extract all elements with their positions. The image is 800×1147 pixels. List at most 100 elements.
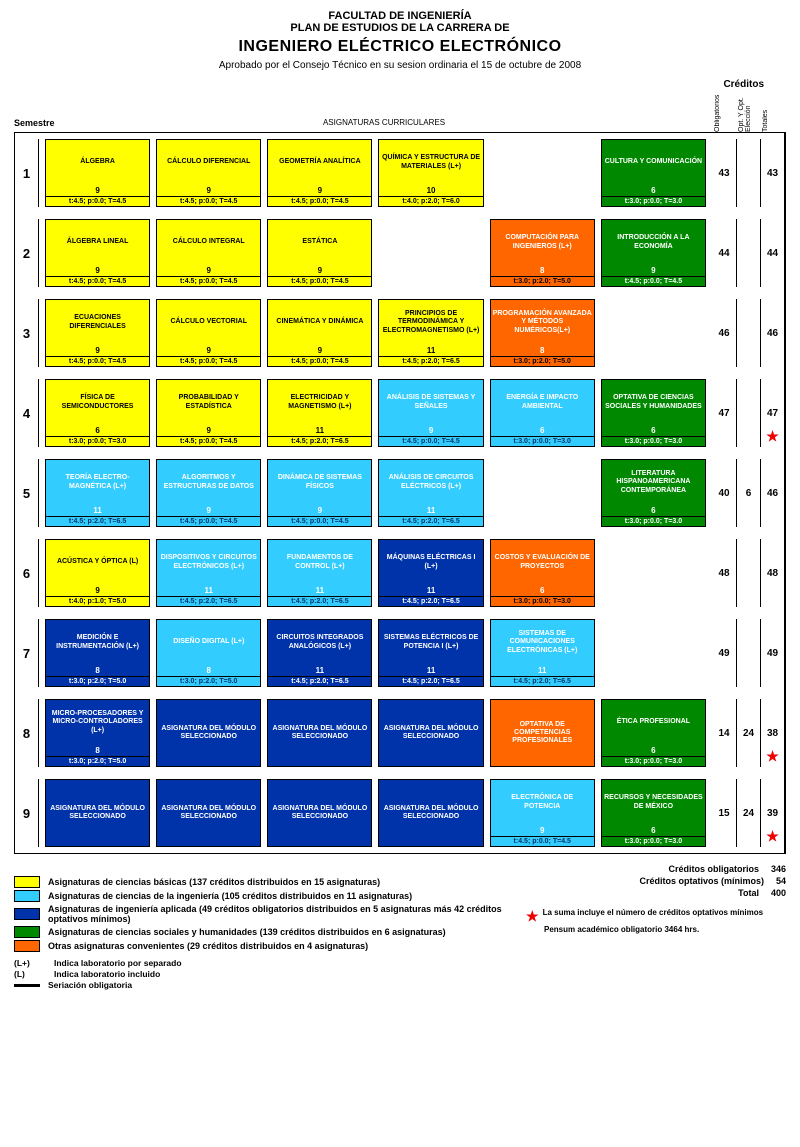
- star-icon: ★: [526, 908, 539, 925]
- course-name: ESTÁTICA: [268, 220, 371, 265]
- course-name: MEDICIÓN E INSTRUMENTACIÓN (L+): [46, 620, 149, 665]
- course-tpt: t:4.5; p:0.0; T=4.5: [268, 516, 371, 526]
- course-tpt: t:3.0; p:2.0; T=5.0: [157, 676, 260, 686]
- legend-swatch: [14, 876, 40, 888]
- course-tpt: t:4.5; p:2.0; T=6.5: [379, 596, 482, 606]
- legend-text: Otras asignaturas convenientes (29 crédi…: [48, 941, 526, 951]
- course-credits: 9: [268, 505, 371, 516]
- course-tpt: t:4.5; p:2.0; T=6.5: [379, 356, 482, 366]
- course-box: INTRODUCCIÓN A LA ECONOMÍA9t:4.5; p:0.0;…: [601, 219, 706, 287]
- course-tpt: t:4.5; p:0.0; T=4.5: [157, 276, 260, 286]
- course-name: CÁLCULO DIFERENCIAL: [157, 140, 260, 185]
- asignaturas-header: ASIGNATURAS CURRICULARES: [54, 94, 714, 132]
- course-credits: 11: [268, 665, 371, 676]
- legend-swatch: [14, 908, 40, 920]
- credit-obl: 46: [712, 299, 736, 367]
- course-name: MÁQUINAS ELÉCTRICAS I (L+): [379, 540, 482, 585]
- course-box: COSTOS Y EVALUACIÓN DE PROYECTOS6t:3.0; …: [490, 539, 595, 607]
- course-box: [601, 619, 706, 687]
- course-credits: 9: [268, 345, 371, 356]
- course-name: CULTURA Y COMUNICACIÓN: [602, 140, 705, 185]
- credit-obl: 48: [712, 539, 736, 607]
- course-box: DISEÑO DIGITAL (L+)8t:3.0; p:2.0; T=5.0: [156, 619, 261, 687]
- credit-tot: 46: [760, 459, 784, 527]
- course-credits: 11: [491, 665, 594, 676]
- course-credits: 9: [157, 505, 260, 516]
- course-name: ÁLGEBRA: [46, 140, 149, 185]
- col-optativos: Opt. Y Opt. Elección: [738, 94, 762, 132]
- course-box: MICRO-PROCESADORES Y MICRO-CONTROLADORES…: [45, 699, 150, 767]
- course-box: GEOMETRÍA ANALÍTICA9t:4.5; p:0.0; T=4.5: [267, 139, 372, 207]
- legend-row: Asignaturas de ciencias de la ingeniería…: [14, 890, 526, 902]
- course-box: CIRCUITOS INTEGRADOS ANALÓGICOS (L+)11t:…: [267, 619, 372, 687]
- course-box: CÁLCULO INTEGRAL9t:4.5; p:0.0; T=4.5: [156, 219, 261, 287]
- course-name: ECUACIONES DIFERENCIALES: [46, 300, 149, 345]
- semester-row: 5TEORÍA ELECTRO-MAGNÉTICA (L+)11t:4.5; p…: [15, 453, 784, 533]
- course-cells: ASIGNATURA DEL MÓDULO SELECCIONADOASIGNA…: [39, 779, 712, 847]
- course-box: CÁLCULO VECTORIAL9t:4.5; p:0.0; T=4.5: [156, 299, 261, 367]
- credit-opt: [736, 619, 760, 687]
- course-cells: ÁLGEBRA LINEAL9t:4.5; p:0.0; T=4.5CÁLCUL…: [39, 219, 712, 287]
- credit-line: 152439★: [712, 779, 784, 847]
- course-credits: 11: [379, 585, 482, 596]
- l-label: (L): [14, 969, 54, 979]
- course-box: ÁLGEBRA LINEAL9t:4.5; p:0.0; T=4.5: [45, 219, 150, 287]
- course-box: ÁLGEBRA9t:4.5; p:0.0; T=4.5: [45, 139, 150, 207]
- course-tpt: t:4.5; p:0.0; T=4.5: [46, 276, 149, 286]
- course-tpt: t:3.0; p:0.0; T=3.0: [602, 436, 705, 446]
- course-box: [601, 299, 706, 367]
- course-credits: 6: [602, 745, 705, 756]
- course-name: COMPUTACIÓN PARA INGENIEROS (L+): [491, 220, 594, 265]
- course-tpt: t:3.0; p:2.0; T=5.0: [491, 276, 594, 286]
- course-box: ELECTRÓNICA DE POTENCIA9t:4.5; p:0.0; T=…: [490, 779, 595, 847]
- credit-tot: 43: [760, 139, 784, 207]
- col-totales: Totales: [762, 94, 786, 132]
- course-tpt: t:4.5; p:2.0; T=6.5: [268, 436, 371, 446]
- course-name: ASIGNATURA DEL MÓDULO SELECCIONADO: [46, 780, 149, 846]
- tot-obl-value: 346: [771, 864, 786, 874]
- semester-row: 1ÁLGEBRA9t:4.5; p:0.0; T=4.5CÁLCULO DIFE…: [15, 133, 784, 213]
- course-credits: 11: [46, 505, 149, 516]
- course-name: DINÁMICA DE SISTEMAS FÍSICOS: [268, 460, 371, 505]
- course-credits: 8: [46, 665, 149, 676]
- credit-tot: 44: [760, 219, 784, 287]
- course-box: PROBABILIDAD Y ESTADÍSTICA9t:4.5; p:0.0;…: [156, 379, 261, 447]
- course-name: OPTATIVA DE CIENCIAS SOCIALES Y HUMANIDA…: [602, 380, 705, 425]
- credit-opt: 24: [736, 699, 760, 767]
- course-box: ÉTICA PROFESIONAL6t:3.0; p:0.0; T=3.0: [601, 699, 706, 767]
- credit-line: 4848: [712, 539, 784, 607]
- legend-text: Asignaturas de ciencias sociales y human…: [48, 927, 526, 937]
- lplus-text: Indica laboratorio por separado: [54, 958, 182, 968]
- course-credits: 8: [491, 265, 594, 276]
- course-tpt: t:4.0; p:2.0; T=6.0: [379, 196, 482, 206]
- course-tpt: t:4.5; p:0.0; T=4.5: [602, 276, 705, 286]
- course-name: RECURSOS Y NECESIDADES DE MÉXICO: [602, 780, 705, 825]
- course-name: ASIGNATURA DEL MÓDULO SELECCIONADO: [379, 700, 482, 766]
- course-box: MEDICIÓN E INSTRUMENTACIÓN (L+)8t:3.0; p…: [45, 619, 150, 687]
- course-tpt: t:4.0; p:1.0; T=5.0: [46, 596, 149, 606]
- course-credits: 9: [46, 345, 149, 356]
- course-tpt: t:3.0; p:0.0; T=3.0: [491, 596, 594, 606]
- course-name: CINEMÁTICA Y DINÁMICA: [268, 300, 371, 345]
- course-name: FUNDAMENTOS DE CONTROL (L+): [268, 540, 371, 585]
- tot-opt-value: 54: [776, 876, 786, 886]
- course-name: TEORÍA ELECTRO-MAGNÉTICA (L+): [46, 460, 149, 505]
- credit-opt: [736, 299, 760, 367]
- credit-line: 142438★: [712, 699, 784, 767]
- course-cells: ECUACIONES DIFERENCIALES9t:4.5; p:0.0; T…: [39, 299, 712, 367]
- course-credits: 8: [491, 345, 594, 356]
- course-name: CÁLCULO INTEGRAL: [157, 220, 260, 265]
- course-cells: MEDICIÓN E INSTRUMENTACIÓN (L+)8 t:3.0; p…: [39, 619, 712, 687]
- semester-row: 4FÍSICA DE SEMICONDUCTORES6t:3.0; p:0.0;…: [15, 373, 784, 453]
- pensum-note: Pensum académico obligatorio 3464 hrs.: [544, 925, 786, 934]
- course-name: ELECTRÓNICA DE POTENCIA: [491, 780, 594, 825]
- course-cells: MICRO-PROCESADORES Y MICRO-CONTROLADORES…: [39, 699, 712, 767]
- credit-line: 4444: [712, 219, 784, 287]
- course-box: MÁQUINAS ELÉCTRICAS I (L+)11t:4.5; p:2.0…: [378, 539, 483, 607]
- course-box: [490, 139, 595, 207]
- course-tpt: t:4.5; p:2.0; T=6.5: [491, 676, 594, 686]
- course-name: ANÁLISIS DE SISTEMAS Y SEÑALES: [379, 380, 482, 425]
- tot-opt-label: Créditos optativos (mínimos): [639, 876, 764, 886]
- course-credits: 11: [268, 425, 371, 436]
- course-credits: 8: [46, 745, 149, 756]
